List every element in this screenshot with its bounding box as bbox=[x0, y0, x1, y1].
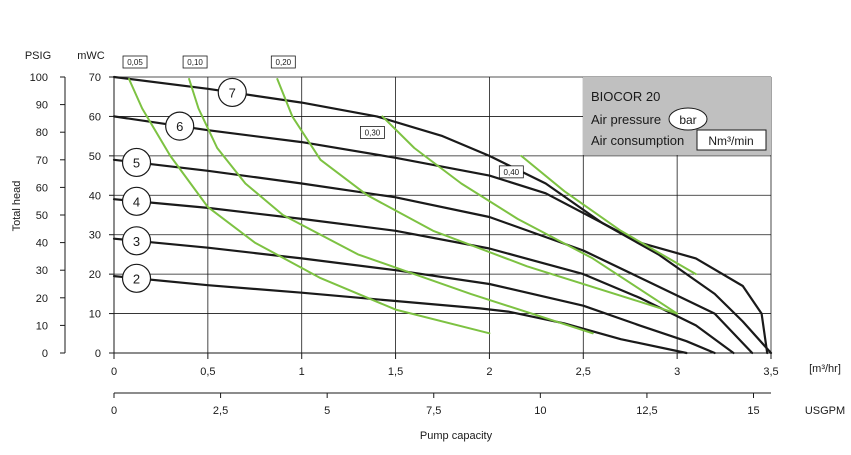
x-tick-label: 2 bbox=[486, 366, 492, 378]
info-box-air-pressure-unit: bar bbox=[679, 113, 696, 127]
x2-tick-label: 7,5 bbox=[426, 405, 441, 417]
x-tick-label: 2,5 bbox=[576, 366, 591, 378]
pressure-curve-5-bar bbox=[112, 158, 754, 355]
x2-tick-label: 15 bbox=[747, 405, 759, 417]
y-tick-label-psig: 100 bbox=[30, 72, 48, 84]
x2-tick-label: 2,5 bbox=[213, 405, 228, 417]
pressure-curve-7-bar bbox=[112, 75, 769, 355]
air-consumption-curve-0-40 bbox=[520, 154, 697, 276]
pressure-curve-3-bar bbox=[112, 237, 716, 355]
pressure-curve-marker bbox=[121, 226, 152, 256]
air-pressure-unit-oval bbox=[668, 107, 708, 131]
air-consumption-label-box bbox=[270, 55, 296, 69]
air-consumption-label-box bbox=[498, 165, 524, 179]
pressure-curve-marker bbox=[121, 147, 152, 178]
air-consumption-label: 0,30 bbox=[365, 128, 381, 137]
curve-layer bbox=[112, 75, 773, 355]
air-consumption-unit-box bbox=[696, 129, 767, 151]
y-tick-label-psig: 50 bbox=[36, 210, 48, 222]
pressure-curve-label: 5 bbox=[133, 155, 140, 170]
air-consumption-label: 0,40 bbox=[504, 168, 520, 177]
info-box-model: BIOCOR 20 bbox=[591, 89, 660, 104]
x2-tick-label: 0 bbox=[111, 405, 117, 417]
air-consumption-curve-0-05 bbox=[128, 78, 491, 335]
pressure-curve-label: 4 bbox=[133, 194, 140, 209]
y-tick-label-mwc: 0 bbox=[95, 348, 101, 360]
info-box-air-pressure-label: Air pressure bbox=[591, 112, 661, 127]
x-tick-label: 1,5 bbox=[388, 366, 403, 378]
air-consumption-curve-0-10 bbox=[188, 78, 594, 335]
info-box-air-consumption-unit: Nm³/min bbox=[708, 134, 753, 148]
y-tick-label-psig: 60 bbox=[36, 182, 48, 194]
info-box-air-consumption-label: Air consumption bbox=[591, 133, 684, 148]
pressure-curve-2-bar bbox=[112, 275, 688, 355]
x-tick-label: 3 bbox=[674, 366, 680, 378]
y-tick-label-mwc: 40 bbox=[89, 190, 101, 202]
x-tick-label: 0 bbox=[111, 366, 117, 378]
x2-axis-unit-usgpm: USGPM bbox=[805, 405, 845, 417]
y-axis-unit-psig: PSIG bbox=[25, 50, 51, 62]
pressure-curve-4-bar bbox=[112, 198, 735, 355]
pressure-curve-6-bar bbox=[112, 115, 773, 355]
y-tick-label-psig: 30 bbox=[36, 265, 48, 277]
air-consumption-label-box bbox=[182, 55, 208, 69]
pressure-curve-marker bbox=[217, 77, 247, 108]
pressure-curve-label: 7 bbox=[229, 85, 236, 100]
pressure-curve-marker bbox=[121, 186, 152, 216]
y-tick-label-mwc: 10 bbox=[89, 309, 101, 321]
pressure-curve-marker bbox=[121, 263, 152, 293]
x-axis-label: Pump capacity bbox=[420, 430, 493, 442]
x-tick-label: 3,5 bbox=[763, 366, 778, 378]
y-tick-label-mwc: 20 bbox=[89, 269, 101, 281]
y-axis-unit-mwc: mWC bbox=[77, 50, 105, 62]
x-tick-label: 1 bbox=[299, 366, 305, 378]
air-consumption-label: 0,20 bbox=[276, 58, 292, 67]
y-tick-label-psig: 0 bbox=[42, 348, 48, 360]
curve-marker-layer: 2 3 4 5 6 7 0,05 0,10 0,20 0,30 0,40 bbox=[121, 55, 524, 293]
pressure-curve-label: 6 bbox=[176, 119, 183, 134]
info-box: BIOCOR 20 Air pressure bar Air consumpti… bbox=[583, 77, 771, 155]
pressure-curve-label: 3 bbox=[133, 234, 140, 249]
x-tick-label: 0,5 bbox=[200, 366, 215, 378]
y-tick-label-mwc: 70 bbox=[89, 72, 101, 84]
air-consumption-curve-0-30 bbox=[381, 115, 679, 315]
air-consumption-curve-0-20 bbox=[276, 78, 679, 315]
pressure-curve-marker bbox=[165, 111, 195, 141]
y-axis-label: Total head bbox=[11, 181, 23, 232]
x2-tick-label: 10 bbox=[534, 405, 546, 417]
y-tick-label-psig: 90 bbox=[36, 100, 48, 112]
air-consumption-label-box bbox=[122, 55, 148, 69]
y-tick-label-mwc: 30 bbox=[89, 230, 101, 242]
y-tick-label-psig: 10 bbox=[36, 320, 48, 332]
x2-tick-label: 5 bbox=[324, 405, 330, 417]
y-tick-label-psig: 40 bbox=[36, 238, 48, 250]
y-tick-label-psig: 70 bbox=[36, 155, 48, 167]
x-axis-unit-m3hr: [m³/hr] bbox=[809, 363, 841, 375]
x2-tick-label: 12,5 bbox=[636, 405, 657, 417]
air-consumption-label: 0,10 bbox=[187, 58, 203, 67]
y-tick-label-mwc: 60 bbox=[89, 111, 101, 123]
y-tick-label-mwc: 50 bbox=[89, 151, 101, 163]
air-consumption-label: 0,05 bbox=[127, 58, 143, 67]
y-tick-label-psig: 80 bbox=[36, 127, 48, 139]
air-consumption-label-box bbox=[360, 126, 385, 139]
pressure-curve-label: 2 bbox=[133, 271, 140, 286]
y-tick-label-psig: 20 bbox=[36, 293, 48, 305]
